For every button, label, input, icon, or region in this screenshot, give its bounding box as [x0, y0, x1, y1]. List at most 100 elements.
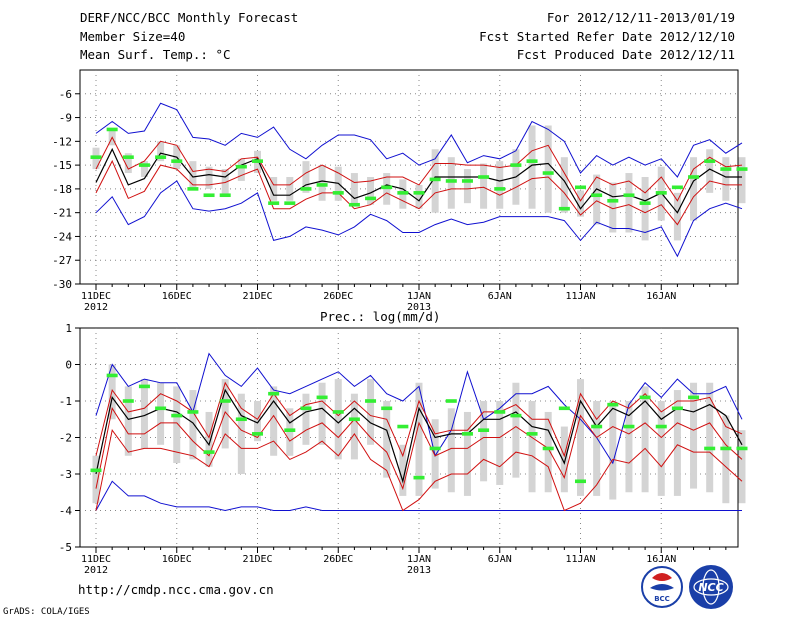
temp-x-tick-label: 16DEC	[162, 291, 192, 302]
precip-ensemble-bar	[690, 382, 698, 489]
temp-lower-line	[95, 159, 742, 226]
precip-ensemble-bar	[609, 401, 617, 500]
temp-x-tick-label: 1JAN	[407, 291, 431, 302]
temp-observed-marker	[106, 127, 118, 132]
temp-ensemble-bar	[286, 177, 294, 201]
temp-y-tick-label: -21	[52, 207, 72, 220]
temp-observed-marker	[235, 164, 247, 169]
temp-observed-marker	[268, 201, 280, 205]
precip-observed-marker	[252, 432, 263, 436]
temp-y-tick-label: -12	[52, 135, 72, 148]
temp-y-tick-label: -6	[59, 88, 72, 101]
precip-ensemble-bar	[496, 401, 504, 485]
temp-ensemble-bar	[690, 157, 698, 221]
temp-observed-marker	[365, 196, 377, 201]
bcc-logo-text: BCC	[654, 595, 670, 603]
temp-ensemble-bar	[722, 157, 730, 201]
precip-observed-marker	[235, 417, 247, 422]
precip-x-tick-label: 11DEC	[81, 554, 111, 565]
temp-observed-marker	[381, 185, 393, 190]
precip-ensemble-bar	[528, 401, 536, 493]
precip-observed-marker	[397, 424, 409, 429]
precip-ensemble-bar	[92, 455, 100, 504]
temp-observed-marker	[655, 191, 667, 195]
temp-observed-marker	[688, 175, 700, 179]
temp-ensemble-bar	[577, 190, 584, 217]
precip-observed-marker	[494, 410, 506, 414]
member-size: Member Size=40	[80, 29, 186, 44]
temp-observed-marker	[607, 198, 619, 203]
precip-min-line	[95, 480, 742, 512]
temp-x-tick-label: 6JAN	[488, 291, 512, 302]
precip-ensemble-bar	[706, 382, 714, 493]
temp-observed-marker	[122, 155, 134, 159]
temp-ensemble-bar	[528, 125, 536, 209]
precip-ensemble-bar	[173, 386, 181, 464]
precip-lowest-line	[95, 428, 743, 512]
temp-ensemble-bar	[641, 177, 649, 241]
temp-upper-line	[95, 136, 743, 202]
precip-ensemble-bar	[350, 393, 358, 460]
precip-observed-marker	[445, 399, 457, 403]
precip-observed-marker	[704, 446, 716, 451]
precip-observed-marker	[510, 413, 522, 418]
precip-ensemble-bar	[625, 401, 633, 493]
footer-url[interactable]: http://cmdp.ncc.cma.gov.cn	[78, 582, 274, 597]
temp-observed-marker	[542, 171, 554, 175]
precip-upper-line	[95, 381, 743, 458]
precip-observed-marker	[429, 446, 441, 451]
temp-observed-marker	[575, 185, 586, 190]
temp-observed-marker	[671, 185, 683, 190]
precip-y-tick-label: -1	[59, 395, 72, 408]
precip-ensemble-bar	[367, 379, 375, 445]
precip-observed-marker	[413, 475, 425, 480]
precip-x-tick-label: 1JAN	[407, 554, 431, 565]
temp-x-tick-label: 21DEC	[242, 291, 272, 302]
precip-ensemble-bar	[399, 444, 407, 496]
temp-observed-marker	[413, 191, 425, 195]
temp-ensemble-bar	[140, 161, 148, 177]
temp-observed-marker	[300, 187, 312, 191]
variable-label: Mean Surf. Temp.: °C	[80, 47, 231, 62]
temp-ensemble-bar	[609, 182, 617, 233]
precip-x-year-label: 2012	[84, 565, 108, 576]
temp-y-tick-label: -24	[52, 230, 72, 243]
bcc-logo: BCC	[641, 566, 683, 608]
precip-ensemble-bar	[383, 401, 391, 478]
precip-observed-marker	[171, 413, 183, 418]
precip-x-tick-label: 11JAN	[565, 554, 595, 565]
temp-observed-marker	[720, 167, 732, 171]
temp-observed-marker	[332, 191, 344, 195]
temp-ensemble-bar	[124, 153, 132, 174]
precip-ensemble-bar	[157, 382, 165, 445]
temp-ensemble-bar	[447, 157, 455, 209]
precip-observed-marker	[90, 468, 102, 473]
temp-max-line	[95, 102, 743, 178]
precip-observed-marker	[558, 406, 570, 411]
temp-observed-marker	[704, 159, 716, 163]
temp-x-tick-label: 16JAN	[646, 291, 676, 302]
precip-x-tick-label: 16JAN	[646, 554, 676, 565]
temp-observed-marker	[591, 193, 603, 198]
precip-ensemble-bar	[140, 379, 148, 449]
precip-observed-marker	[332, 410, 344, 414]
precip-ensemble-bar	[463, 411, 471, 496]
temp-ensemble-bar	[157, 141, 165, 162]
temp-observed-marker	[639, 201, 651, 205]
precip-ensemble-bar	[415, 382, 423, 496]
precip-max-line	[95, 352, 743, 465]
temp-observed-marker	[736, 167, 748, 171]
temp-ensemble-bar	[350, 173, 358, 205]
precip-ensemble-bar	[560, 426, 568, 493]
precip-ensemble-bar	[205, 411, 213, 467]
precip-observed-marker	[688, 395, 700, 400]
temp-ensemble-bar	[593, 174, 601, 225]
temp-ensemble-bar	[189, 161, 197, 189]
forecast-produced-date: Fcst Produced Date 2012/12/11	[516, 47, 735, 62]
grads-credit: GrADS: COLA/IGES	[3, 607, 90, 617]
precip-observed-marker	[607, 402, 619, 407]
temp-x-year-label: 2013	[407, 302, 431, 313]
